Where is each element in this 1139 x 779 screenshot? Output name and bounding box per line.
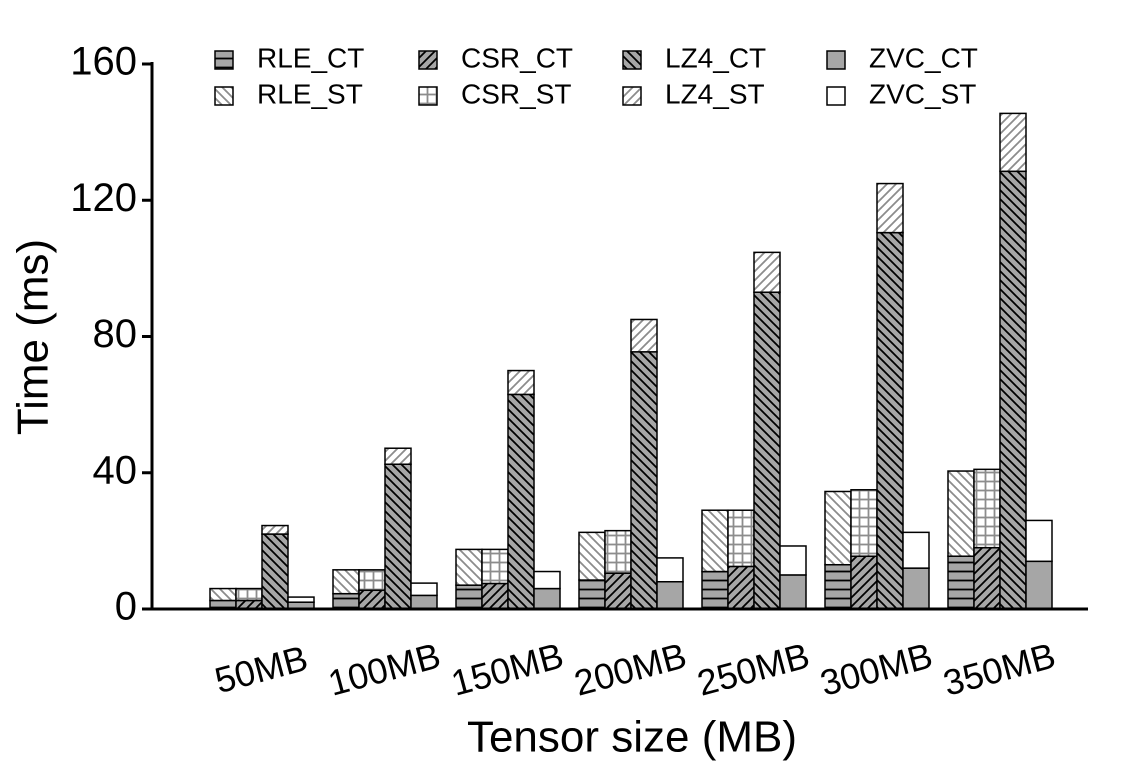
bar-segment bbox=[604, 529, 632, 574]
bar-segment bbox=[701, 509, 729, 573]
bar-segment bbox=[902, 531, 930, 569]
bar-segment bbox=[753, 291, 781, 610]
bar-segment bbox=[358, 569, 386, 592]
bar-segment bbox=[824, 563, 852, 610]
bar-segment bbox=[481, 548, 509, 585]
bar-segment bbox=[261, 524, 289, 535]
bar-segment bbox=[410, 594, 438, 610]
bar-segment bbox=[701, 570, 729, 610]
x-tick-label: 200MB bbox=[570, 635, 691, 704]
bar-segment bbox=[973, 468, 1001, 549]
bar-segment bbox=[727, 509, 755, 568]
legend-label: CSR_ST bbox=[461, 78, 571, 109]
bar-segment bbox=[824, 490, 852, 566]
bar-segment bbox=[410, 582, 438, 597]
bar-segment bbox=[332, 592, 360, 610]
bar-segment bbox=[947, 555, 975, 610]
legend-swatch bbox=[622, 50, 642, 70]
bar-segment bbox=[261, 533, 289, 610]
x-tick-label: 300MB bbox=[816, 635, 937, 704]
bar-segment bbox=[507, 369, 535, 396]
y-tick-label: 0 bbox=[115, 585, 137, 629]
bar-segment bbox=[656, 557, 684, 583]
legend-label: RLE_CT bbox=[257, 42, 364, 73]
x-tick-label: 50MB bbox=[211, 637, 312, 701]
bar-segment bbox=[332, 569, 360, 595]
legend-swatch bbox=[214, 86, 234, 106]
bar-segment bbox=[235, 587, 263, 602]
x-tick-label: 250MB bbox=[693, 635, 814, 704]
bar-segment bbox=[384, 447, 412, 465]
bar-segment bbox=[507, 393, 535, 610]
bar-segment bbox=[999, 170, 1027, 610]
bar-segment bbox=[876, 182, 904, 234]
bar-segment bbox=[779, 574, 807, 610]
legend-swatch bbox=[622, 86, 642, 106]
legend-label: RLE_ST bbox=[257, 78, 363, 109]
legend-label: ZVC_CT bbox=[869, 42, 978, 73]
bar-segment bbox=[384, 463, 412, 610]
bar-segment bbox=[533, 570, 561, 590]
legend-swatch bbox=[826, 50, 846, 70]
bar-segment bbox=[533, 587, 561, 610]
legend-swatch bbox=[418, 50, 438, 70]
bar-segment bbox=[481, 582, 509, 610]
y-axis-title: Time (ms) bbox=[9, 239, 58, 435]
x-axis-title: Tensor size (MB) bbox=[467, 713, 797, 762]
bar-segment bbox=[630, 318, 658, 353]
y-tick-label: 120 bbox=[70, 176, 137, 220]
legend-label: LZ4_CT bbox=[665, 42, 766, 73]
bar-segment bbox=[850, 555, 878, 610]
bar-segment bbox=[578, 579, 606, 610]
legend-label: LZ4_ST bbox=[665, 78, 765, 109]
bar-segment bbox=[455, 548, 483, 586]
bar-segment bbox=[1025, 560, 1053, 610]
bar-segment bbox=[630, 351, 658, 610]
bar-segment bbox=[287, 596, 315, 603]
bar-segment bbox=[779, 545, 807, 576]
bar-segment bbox=[947, 470, 975, 557]
bar-segment bbox=[1025, 519, 1053, 563]
legend-swatch bbox=[826, 86, 846, 106]
legend-swatch bbox=[418, 86, 438, 106]
bar-segment bbox=[753, 251, 781, 293]
bar-segment bbox=[604, 572, 632, 610]
bar-segment bbox=[850, 489, 878, 557]
bar-segment bbox=[656, 581, 684, 610]
bar-segment bbox=[209, 587, 237, 602]
y-tick-label: 160 bbox=[70, 40, 137, 84]
bar-segment bbox=[358, 589, 386, 610]
y-tick-label: 40 bbox=[93, 448, 138, 492]
y-tick-label: 80 bbox=[93, 312, 138, 356]
bar-segment bbox=[902, 567, 930, 610]
bar-segment bbox=[999, 112, 1027, 173]
x-tick-label: 350MB bbox=[939, 635, 1060, 704]
bar-segment bbox=[578, 531, 606, 581]
x-tick-label: 150MB bbox=[447, 635, 568, 704]
bar-segment bbox=[876, 231, 904, 610]
bar-segment bbox=[455, 584, 483, 610]
legend-swatch bbox=[214, 50, 234, 70]
legend-label: ZVC_ST bbox=[869, 78, 976, 109]
legend-label: CSR_CT bbox=[461, 42, 573, 73]
x-tick-label: 100MB bbox=[324, 635, 445, 704]
bar-segment bbox=[727, 565, 755, 610]
bar-segment bbox=[973, 546, 1001, 610]
